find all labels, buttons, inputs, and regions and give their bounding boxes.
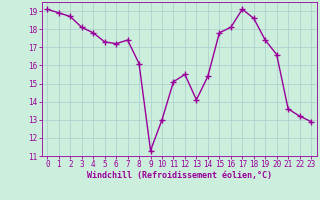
X-axis label: Windchill (Refroidissement éolien,°C): Windchill (Refroidissement éolien,°C) — [87, 171, 272, 180]
